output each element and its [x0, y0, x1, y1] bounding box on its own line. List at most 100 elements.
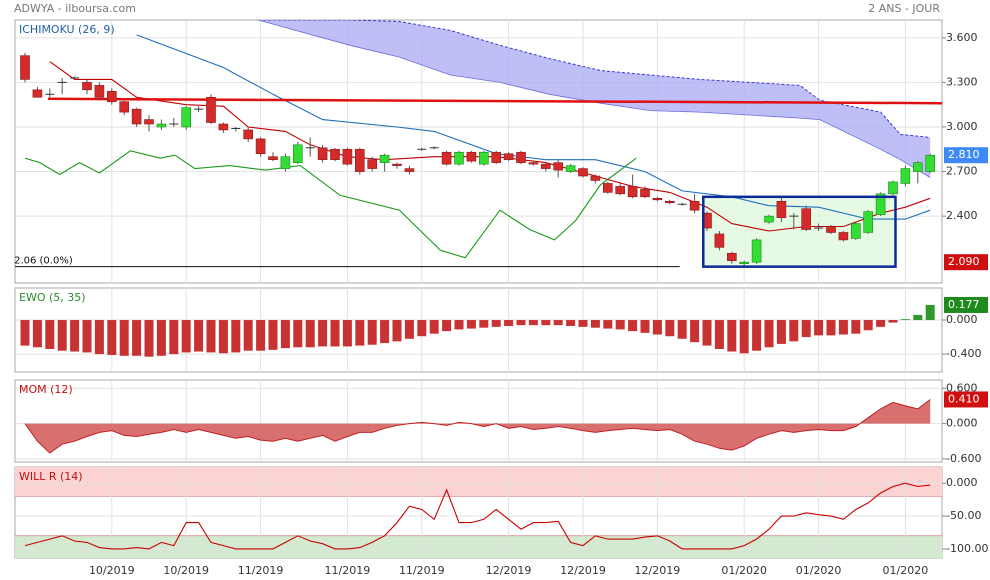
- osc-bar: [45, 320, 55, 349]
- osc-bar: [132, 320, 142, 356]
- osc-bar: [814, 320, 824, 336]
- osc-bar: [367, 320, 377, 345]
- y-tick-label: 2.400: [946, 209, 978, 222]
- osc-bar: [380, 320, 390, 344]
- osc-bar: [690, 320, 700, 343]
- candle-body: [255, 138, 266, 155]
- osc-bar: [392, 320, 402, 342]
- candle-body: [107, 91, 117, 103]
- candle-body: [640, 189, 650, 198]
- cloud-lower: [257, 20, 931, 178]
- osc-bar: [652, 320, 662, 335]
- candle-body: [689, 200, 700, 211]
- candle-body: [838, 232, 849, 241]
- osc-bar: [169, 320, 179, 355]
- value-tag-label: 0.410: [948, 392, 980, 405]
- osc-bar: [900, 319, 910, 321]
- y-tick-label: 3.000: [946, 120, 978, 133]
- x-tick-label: 01/2020: [721, 564, 767, 577]
- osc-bar: [615, 320, 625, 330]
- highlight-box-edge: [702, 195, 897, 268]
- indicator-line: [136, 34, 931, 220]
- candle-body: [45, 93, 55, 95]
- candle-body: [429, 147, 439, 149]
- candle-body: [578, 168, 588, 177]
- osc-bar: [479, 320, 489, 328]
- candle-body: [590, 175, 601, 181]
- x-tick-label: 12/2019: [560, 564, 606, 577]
- x-tick-label: 11/2019: [325, 564, 371, 577]
- osc-bar: [603, 320, 613, 329]
- osc-bar: [665, 320, 675, 337]
- osc-bar: [677, 320, 687, 339]
- candle-body: [875, 193, 886, 215]
- osc-bar: [305, 320, 315, 348]
- candle-body: [454, 151, 464, 165]
- symbol-title: ADWYA - ilboursa.com: [14, 2, 136, 15]
- osc-bar: [541, 320, 551, 326]
- panel-plot: [15, 380, 942, 462]
- candle-body: [379, 154, 390, 163]
- candle-body: [615, 186, 626, 195]
- candle-body: [491, 151, 502, 163]
- candle-body: [801, 208, 812, 230]
- osc-bar: [355, 320, 365, 346]
- x-tick-label: 11/2019: [238, 564, 284, 577]
- panel-plot: [15, 20, 942, 283]
- osc-bar: [764, 320, 774, 348]
- osc-bar: [702, 320, 712, 346]
- osc-bar: [528, 320, 538, 326]
- x-tick-label: 12/2019: [486, 564, 532, 577]
- panel-plot: [15, 288, 942, 372]
- period-label: 2 ANS - JOUR: [868, 2, 940, 15]
- value-tag-label: 2.810: [948, 148, 980, 161]
- candle-body: [764, 215, 774, 223]
- osc-bar: [20, 320, 30, 346]
- candle-body: [912, 162, 923, 172]
- osc-bar: [801, 320, 811, 338]
- h-line-label: 2.06 (0.0%): [14, 256, 73, 267]
- value-tag: [944, 147, 988, 164]
- candle-body: [466, 151, 477, 162]
- osc-bar: [119, 320, 129, 356]
- panel: [14, 379, 943, 463]
- candle-body: [478, 151, 489, 165]
- candle-body: [82, 82, 92, 91]
- osc-bar: [181, 320, 191, 353]
- osc-bar: [57, 320, 67, 351]
- candle-body: [243, 129, 253, 140]
- osc-bar: [293, 320, 303, 348]
- candle-body: [677, 203, 687, 205]
- value-tag: [944, 296, 988, 313]
- candle-body: [144, 119, 154, 125]
- mom-area: [25, 399, 931, 453]
- candle-body: [70, 77, 80, 79]
- osc-bar: [863, 320, 873, 331]
- candle-body: [814, 227, 824, 229]
- osc-bar: [442, 320, 452, 332]
- candle-body: [231, 127, 241, 129]
- candle-body: [664, 200, 675, 204]
- candle-body: [565, 165, 576, 172]
- osc-bar: [194, 320, 204, 352]
- panel-title: ICHIMOKU (26, 9): [19, 23, 115, 36]
- x-tick-label: 11/2019: [399, 564, 445, 577]
- osc-bar: [318, 320, 328, 347]
- value-tag: [944, 391, 988, 408]
- value-tag-label: 2.090: [948, 255, 980, 268]
- osc-bar: [218, 320, 228, 354]
- y-tick-label: 3.300: [946, 75, 978, 88]
- trendline: [47, 97, 942, 105]
- osc-bar: [156, 320, 166, 356]
- candle-body: [776, 200, 787, 218]
- candle-body: [652, 198, 663, 201]
- candle-body: [516, 151, 526, 163]
- candle-body: [789, 215, 799, 217]
- candle-body: [206, 96, 216, 123]
- osc-bar: [429, 320, 439, 334]
- candle-body: [863, 211, 874, 233]
- y-tick-label: -100.00: [946, 542, 988, 555]
- osc-bar: [727, 320, 737, 352]
- osc-bar: [268, 320, 278, 350]
